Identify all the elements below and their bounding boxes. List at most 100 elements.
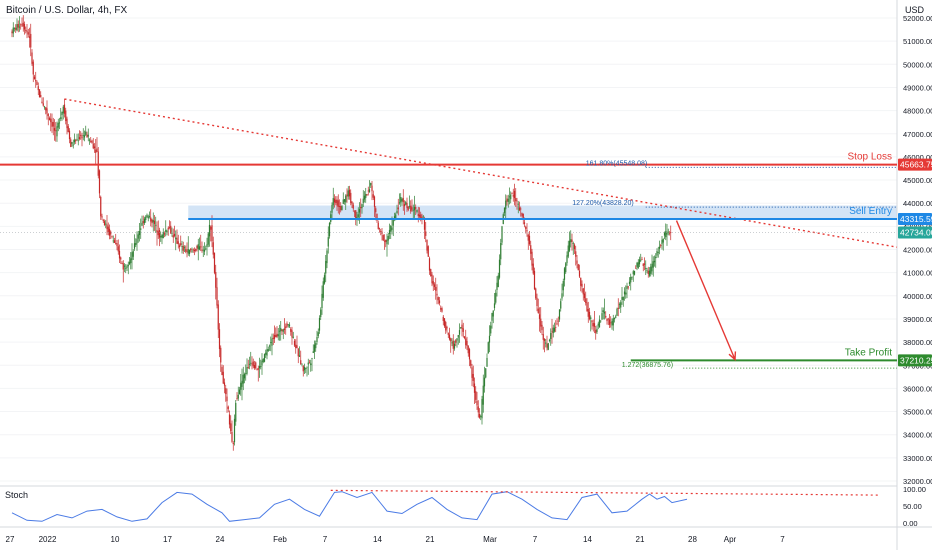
candle-body (288, 324, 291, 327)
candle-body (447, 332, 449, 335)
candle-body (210, 226, 212, 230)
candle-body (233, 418, 236, 443)
candle-body (105, 223, 107, 225)
take-profit-label: Take Profit (845, 347, 892, 358)
stoch-tick-label: 0.00 (903, 519, 918, 528)
x-tick-label: 14 (373, 535, 382, 544)
stop-loss-price: 45663.75 (900, 160, 932, 170)
candle-body (637, 262, 639, 268)
candle-body (201, 249, 203, 251)
candle-body (190, 248, 192, 251)
candle-body (86, 134, 88, 138)
candle-body (256, 368, 258, 370)
candle-body (595, 329, 597, 334)
candle-body (562, 280, 564, 291)
candle-body (331, 204, 333, 213)
candle-body (106, 224, 108, 230)
candle-body (95, 149, 97, 153)
candle-body (303, 366, 306, 371)
candle-body (307, 362, 309, 365)
y-tick-label: 34000.00 (903, 431, 932, 440)
y-tick-label: 52000.00 (903, 14, 932, 23)
candle-body (173, 234, 176, 237)
stoch-axis: 100.00 50.00 0.00 (903, 485, 926, 528)
candle-body (387, 235, 389, 241)
stop-loss-badge (898, 158, 932, 171)
candle-body (451, 342, 453, 344)
candle-body (297, 348, 299, 357)
candle-body (101, 216, 103, 218)
candle-body (248, 363, 251, 365)
candle-body (645, 267, 647, 269)
candle-body (140, 228, 142, 230)
candle-body (131, 252, 133, 260)
candle-body (265, 352, 267, 355)
projection-arrow (675, 220, 737, 361)
candle-body (437, 297, 439, 301)
y-tick-label: 36000.00 (903, 384, 932, 393)
candle-body (310, 363, 312, 366)
candle-body (340, 205, 342, 211)
candle-body (413, 207, 416, 211)
y-tick-label: 50000.00 (903, 60, 932, 69)
candle-body (292, 336, 294, 338)
candle-body (76, 139, 78, 140)
candle-body (498, 259, 501, 278)
candle-body (242, 374, 244, 384)
candle-body (648, 270, 651, 276)
candle-body (496, 282, 498, 290)
candle-body (445, 322, 447, 331)
candle-body (365, 193, 367, 198)
candle-body (481, 399, 483, 419)
candle-body (603, 311, 606, 314)
candle-body (267, 349, 269, 352)
candle-body (476, 400, 478, 406)
candle-body (165, 230, 167, 232)
candle-body (587, 308, 589, 317)
candle-body (320, 309, 322, 318)
candle-body (487, 342, 489, 354)
candle-body (570, 239, 572, 243)
candle-body (326, 250, 328, 264)
candle-body (606, 318, 608, 322)
candle-body (230, 423, 232, 432)
candle-body (383, 240, 386, 242)
candle-body (195, 248, 197, 251)
candle-body (268, 345, 271, 347)
candle-body (272, 337, 274, 339)
candle-body (577, 264, 579, 271)
candle-body (506, 198, 508, 202)
candle-body (573, 244, 576, 250)
candle-body (450, 338, 452, 342)
candle-body (57, 122, 59, 128)
candle-body (482, 385, 484, 405)
x-tick-label: 21 (636, 535, 645, 544)
projection-arrow-head (728, 351, 737, 361)
candle-body (295, 344, 297, 349)
candle-body (157, 231, 159, 236)
candle-body (417, 213, 419, 217)
candle-body (182, 245, 184, 251)
candle-body (146, 214, 148, 218)
candle-body (395, 214, 397, 220)
candle-body (286, 323, 288, 327)
candle-body (151, 219, 153, 224)
candle-body (26, 30, 28, 33)
candle-body (17, 24, 19, 28)
candle-body (83, 135, 86, 138)
candle-body (115, 242, 117, 244)
candle-body (222, 371, 224, 384)
candle-body (271, 338, 273, 346)
candle-body (670, 232, 672, 233)
candle-body (446, 327, 448, 329)
candle-body (503, 207, 506, 213)
candle-body (347, 190, 349, 197)
candle-body (178, 245, 181, 248)
candle-body (432, 281, 434, 285)
candle-body (56, 126, 58, 137)
candle-body (276, 333, 278, 337)
candle-body (513, 190, 516, 199)
candle-body (371, 185, 373, 192)
candle-body (563, 268, 566, 280)
